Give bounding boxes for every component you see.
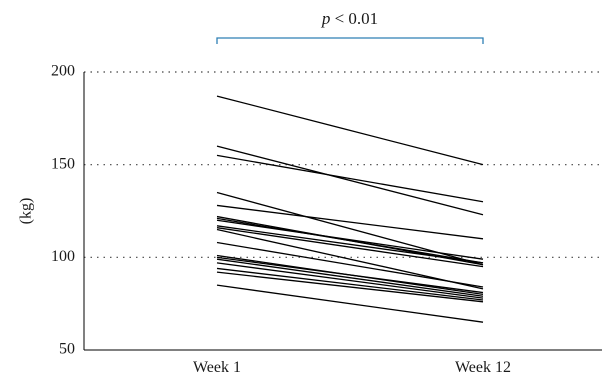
significance-annotation: p < 0.01 (321, 9, 378, 28)
series-line (216, 271, 484, 303)
series-line (216, 256, 484, 294)
series-line (216, 217, 484, 264)
series-lines (216, 95, 484, 323)
series-line (216, 241, 484, 288)
series-line (216, 145, 484, 216)
series-line (216, 227, 484, 268)
series-line (216, 154, 484, 203)
y-tick-label: 100 (51, 248, 75, 265)
series-line (216, 258, 484, 297)
series-line (216, 219, 484, 260)
p-threshold: < 0.01 (330, 9, 378, 28)
y-tick-labels: 50 100 150 200 (51, 63, 75, 358)
series-line (216, 225, 484, 264)
series-line (216, 95, 484, 166)
y-tick-label: 200 (51, 63, 75, 80)
x-tick-labels: Week 1 Week 12 (193, 359, 511, 376)
x-tick-label: Week 1 (193, 359, 241, 376)
y-axis-label: (kg) (18, 198, 35, 225)
grid-lines (84, 71, 602, 258)
significance-bracket (216, 37, 484, 44)
series-line (216, 284, 484, 323)
p-symbol: p (321, 9, 331, 28)
series-line (216, 262, 484, 299)
y-tick-label: 50 (59, 341, 75, 358)
series-line (216, 267, 484, 301)
y-tick-label: 150 (51, 155, 75, 172)
x-tick-label: Week 12 (455, 359, 511, 376)
series-line (216, 204, 484, 240)
